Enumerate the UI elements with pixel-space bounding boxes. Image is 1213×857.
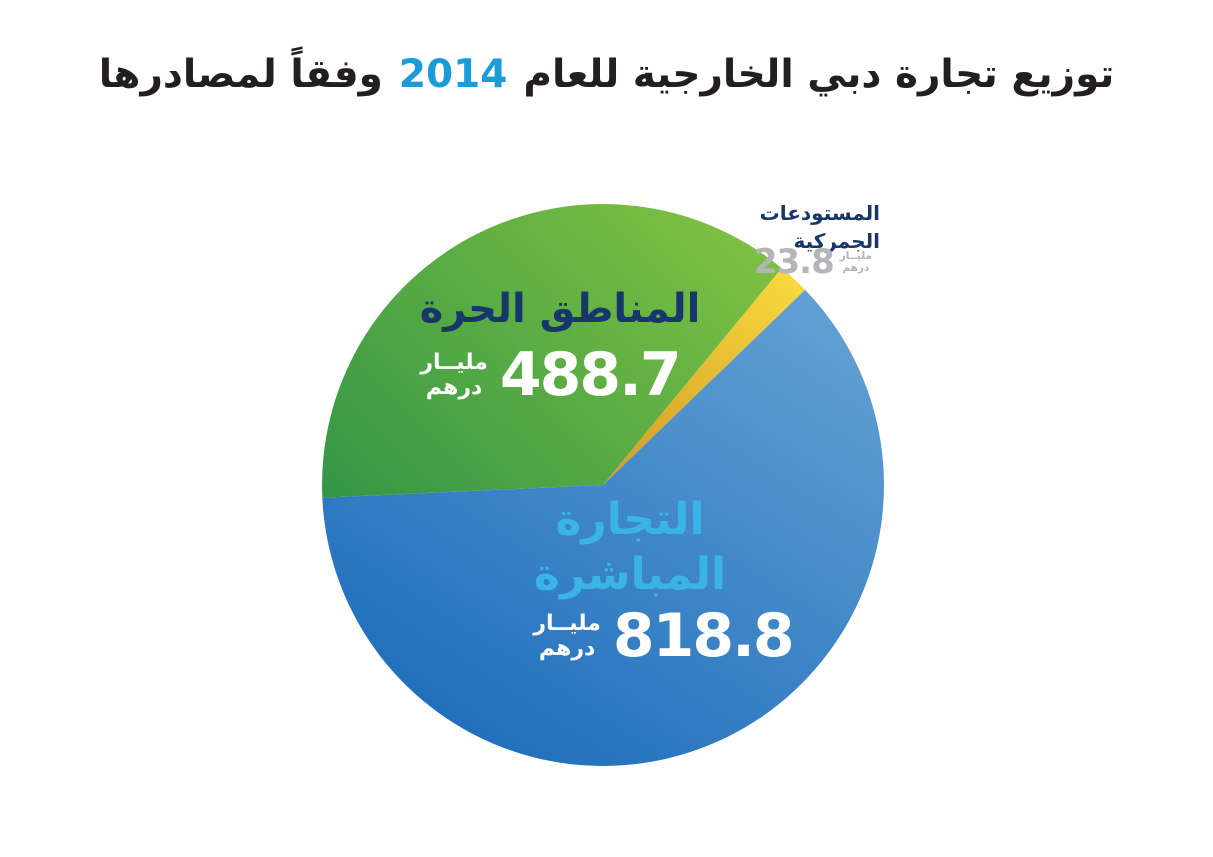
- pie-slice-customs-warehouses: [603, 268, 806, 485]
- unit-billion-text: مليــار: [533, 610, 601, 636]
- customs-warehouses-label-line1: المستودعات: [759, 201, 880, 225]
- title-text-post: وفقاً لمصادرها: [98, 52, 383, 97]
- customs-warehouses-label: المستودعات الجمركية: [690, 199, 880, 255]
- chart-title: توزيع تجارة دبي الخارجية للعام 2014 وفقاً …: [0, 52, 1213, 97]
- customs-warehouses-unit-label: مليــار درهم: [840, 250, 872, 274]
- direct-trade-label: التجارة المباشرة: [460, 492, 800, 602]
- unit-dirham-text: درهم: [842, 262, 870, 274]
- pie-chart: [322, 204, 884, 766]
- free-zones-value-row: مليــار درهم 488.7: [400, 345, 700, 405]
- free-zones-unit-label: مليــار درهم: [420, 350, 488, 401]
- free-zones-value: 488.7: [499, 340, 682, 410]
- customs-warehouses-label-line2: الجمركية: [793, 229, 880, 253]
- pie-slice-direct-trade: [322, 289, 884, 766]
- unit-billion-text: مليــار: [839, 249, 872, 262]
- direct-trade-value: 818.8: [612, 601, 795, 671]
- direct-trade-label-line2: المباشرة: [533, 549, 727, 600]
- unit-billion-text: مليــار: [420, 349, 488, 375]
- title-text-pre: توزيع تجارة دبي الخارجية للعام: [523, 52, 1115, 97]
- pie-slice-free-zones: [322, 204, 782, 498]
- unit-dirham-text: درهم: [425, 375, 483, 400]
- direct-trade-value-row: مليــار درهم 818.8: [473, 606, 853, 666]
- customs-warehouses-value-row: 23.8 مليــار درهم: [690, 245, 872, 279]
- title-year: 2014: [398, 52, 508, 97]
- direct-trade-label-line1: التجارة: [555, 494, 705, 545]
- direct-trade-unit-label: مليــار درهم: [533, 611, 601, 662]
- unit-dirham-text: درهم: [538, 636, 596, 661]
- customs-warehouses-value: 23.8: [753, 242, 835, 282]
- free-zones-label: المناطق الحرة: [419, 286, 701, 332]
